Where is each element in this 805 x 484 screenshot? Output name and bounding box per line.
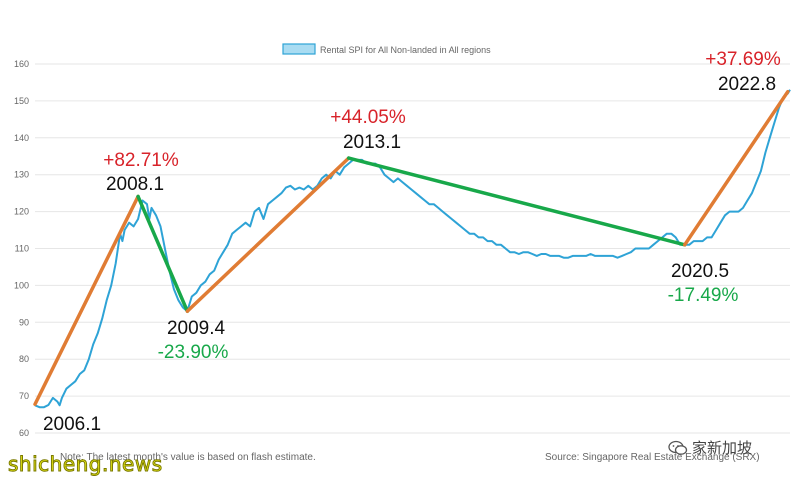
trend-segment xyxy=(33,194,140,406)
y-tick-label: 70 xyxy=(19,391,29,401)
trend-segment xyxy=(136,194,190,313)
wechat-icon xyxy=(668,440,688,455)
y-tick-label: 140 xyxy=(14,133,29,143)
brand-text: 家新加坡 xyxy=(692,439,753,457)
period-label: 2013.1 xyxy=(343,132,401,153)
period-label: 2008.1 xyxy=(106,174,164,195)
period-label: 2022.8 xyxy=(718,74,776,95)
trend-segment xyxy=(346,156,687,247)
change-label: +44.05% xyxy=(330,107,406,128)
legend-swatch xyxy=(282,43,316,55)
brand-watermark: 家新加坡 xyxy=(668,437,752,458)
y-tick-label: 160 xyxy=(14,59,29,69)
trend-segment xyxy=(682,89,790,247)
y-tick-label: 60 xyxy=(19,428,29,438)
change-label: -23.90% xyxy=(158,342,229,363)
series-line xyxy=(34,89,791,409)
y-tick-label: 100 xyxy=(14,280,29,290)
y-tick-label: 130 xyxy=(14,170,29,180)
change-label: +37.69% xyxy=(705,49,781,70)
y-tick-label: 90 xyxy=(19,317,29,327)
legend-label: Rental SPI for All Non-landed in All reg… xyxy=(320,45,491,55)
period-label: 2006.1 xyxy=(43,414,101,435)
change-label: +82.71% xyxy=(103,150,179,171)
site-watermark: shicheng.news xyxy=(8,452,163,477)
footnote: Note: The latest month's value is based … xyxy=(60,452,316,463)
y-tick-label: 80 xyxy=(19,354,29,364)
source-note: Source: Singapore Real Estate Exchange (… xyxy=(545,452,760,463)
trend-segment xyxy=(185,156,351,313)
period-label: 2009.4 xyxy=(167,318,226,339)
period-label: 2020.5 xyxy=(671,261,729,282)
y-tick-label: 110 xyxy=(15,244,29,254)
y-tick-label: 150 xyxy=(14,96,29,106)
y-tick-label: 120 xyxy=(14,207,29,217)
change-label: -17.49% xyxy=(668,285,739,306)
